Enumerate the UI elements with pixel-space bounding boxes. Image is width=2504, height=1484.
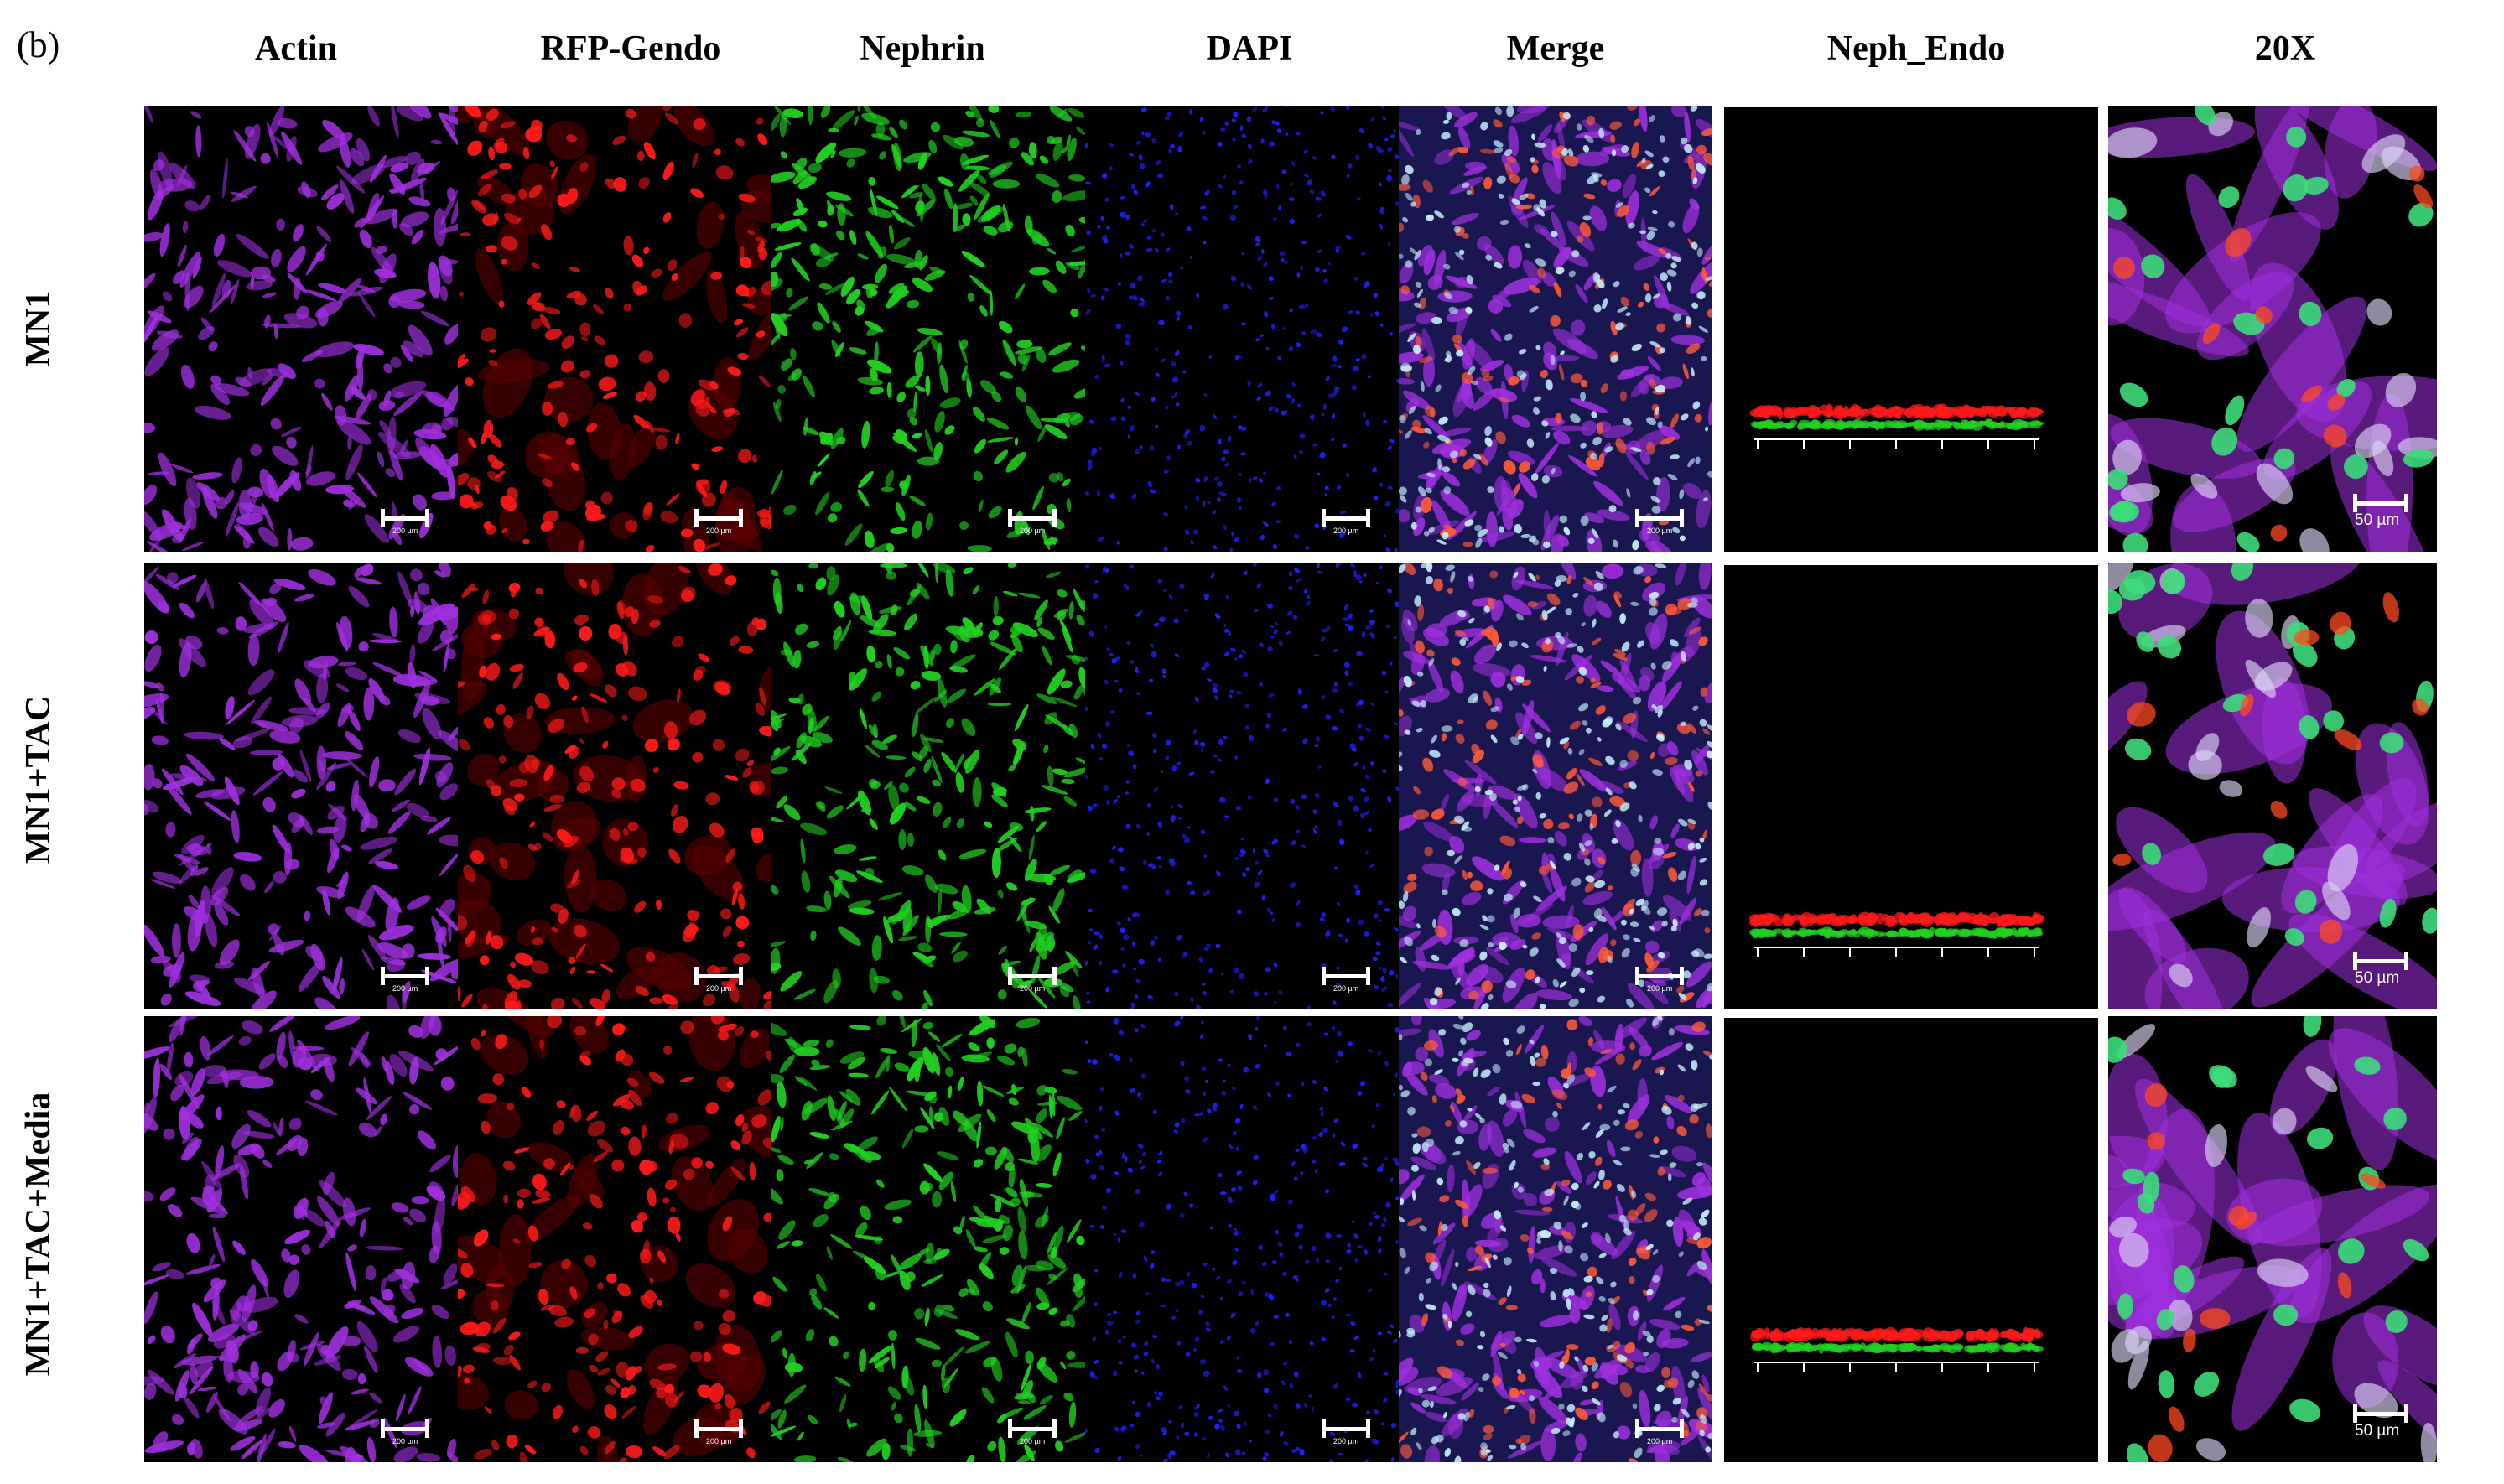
- scale-label: 200 µm: [1647, 527, 1673, 535]
- scale-bar: [381, 509, 429, 527]
- scale-label: 200 µm: [392, 527, 418, 535]
- panel-mn1-dapi: 200 µm: [1085, 106, 1399, 552]
- scale-label: 200 µm: [1647, 984, 1673, 993]
- scale-label: 200 µm: [1647, 1437, 1673, 1445]
- column-header-20x: 20X: [2254, 29, 2316, 68]
- panel-mn1-neph-endo: [1724, 107, 2098, 552]
- column-header-nephrin: Nephrin: [860, 29, 985, 68]
- panel-mn1-rfp-gendo: 200 µm: [458, 106, 771, 552]
- scale-bar: [694, 967, 743, 985]
- scale-label: 200 µm: [1020, 984, 1046, 993]
- scale-label: 200 µm: [1020, 527, 1046, 535]
- scale-bar: [2353, 1404, 2408, 1423]
- panel-mn1-tac-media-merge: 200 µm: [1399, 1016, 1712, 1462]
- scale-label: 200 µm: [1020, 1437, 1046, 1445]
- panel-mn1-tac-media-rfp-gendo: 200 µm: [458, 1016, 771, 1462]
- panel-mn1-actin: 200 µm: [144, 106, 458, 552]
- panel-mn1-20x: 50 µm: [2108, 106, 2437, 552]
- scale-label-50um: 50 µm: [2355, 1422, 2400, 1440]
- panel-mn1-tac-nephrin: 200 µm: [771, 563, 1085, 1009]
- panel-mn1-tac-dapi: 200 µm: [1085, 563, 1399, 1009]
- scale-bar: [694, 1419, 743, 1438]
- scale-label-50um: 50 µm: [2355, 969, 2400, 987]
- column-header-dapi: DAPI: [1206, 29, 1293, 68]
- scale-bar: [2353, 952, 2408, 970]
- scale-label: 200 µm: [706, 984, 732, 993]
- scale-bar: [381, 1419, 429, 1438]
- panel-mn1-tac-media-dapi: 200 µm: [1085, 1016, 1399, 1462]
- scale-label: 200 µm: [1333, 984, 1359, 993]
- panel-mn1-tac-20x: 50 µm: [2108, 563, 2437, 1009]
- row-header-mn1-tac-media: MN1+TAC+Media: [19, 1092, 58, 1377]
- panel-mn1-tac-neph-endo: [1724, 565, 2098, 1009]
- scale-label: 200 µm: [392, 984, 418, 993]
- row-header-mn1: MN1: [19, 290, 58, 367]
- panel-mn1-tac-media-20x: 50 µm: [2108, 1016, 2437, 1462]
- column-header-merge: Merge: [1506, 29, 1605, 68]
- scale-bar: [1635, 967, 1684, 985]
- row-header-mn1-tac: MN1+TAC: [19, 695, 58, 864]
- panel-mn1-tac-merge: 200 µm: [1399, 563, 1712, 1009]
- scale-bar: [1008, 1419, 1057, 1438]
- panel-mn1-nephrin: 200 µm: [771, 106, 1085, 552]
- scale-bar: [694, 509, 743, 527]
- panel-mn1-merge: 200 µm: [1399, 106, 1712, 552]
- scale-bar: [1008, 509, 1057, 527]
- figure-label: (b): [17, 24, 60, 65]
- scale-bar: [1635, 509, 1684, 527]
- column-header-actin: Actin: [255, 29, 337, 68]
- scale-label-50um: 50 µm: [2355, 511, 2400, 529]
- scale-label: 200 µm: [1333, 527, 1359, 535]
- scale-label: 200 µm: [706, 1437, 732, 1445]
- panel-mn1-tac-media-actin: 200 µm: [144, 1016, 458, 1462]
- scale-label: 200 µm: [706, 527, 732, 535]
- scale-bar: [1008, 967, 1057, 985]
- panel-mn1-tac-rfp-gendo: 200 µm: [458, 563, 771, 1009]
- scale-label: 200 µm: [1333, 1437, 1359, 1445]
- scale-bar: [1635, 1419, 1684, 1438]
- panel-mn1-tac-actin: 200 µm: [144, 563, 458, 1009]
- panel-mn1-tac-media-nephrin: 200 µm: [771, 1016, 1085, 1462]
- column-header-neph-endo: Neph_Endo: [1826, 29, 2006, 68]
- column-header-rfp-gendo: RFP-Gendo: [540, 29, 721, 68]
- scale-bar: [2353, 494, 2408, 512]
- panel-mn1-tac-media-neph-endo: [1724, 1018, 2098, 1462]
- scale-label: 200 µm: [392, 1437, 418, 1445]
- scale-bar: [381, 967, 429, 985]
- scale-bar: [1322, 1419, 1370, 1438]
- scale-bar: [1322, 967, 1370, 985]
- scale-bar: [1322, 509, 1370, 527]
